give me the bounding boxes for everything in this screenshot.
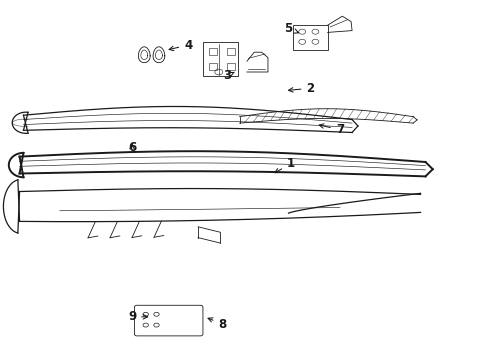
- Text: 4: 4: [169, 39, 192, 51]
- Text: 5: 5: [284, 22, 298, 35]
- Text: 1: 1: [274, 157, 294, 173]
- Bar: [208, 48, 216, 55]
- Text: 7: 7: [319, 123, 343, 136]
- Text: 6: 6: [128, 141, 136, 154]
- Bar: [203, 42, 238, 76]
- Text: 9: 9: [128, 310, 147, 323]
- Text: 8: 8: [207, 318, 226, 330]
- Bar: [293, 25, 327, 50]
- Bar: [227, 63, 235, 70]
- Text: 3: 3: [223, 69, 234, 82]
- Bar: [208, 63, 216, 70]
- Bar: [227, 48, 235, 55]
- Text: 2: 2: [288, 82, 314, 95]
